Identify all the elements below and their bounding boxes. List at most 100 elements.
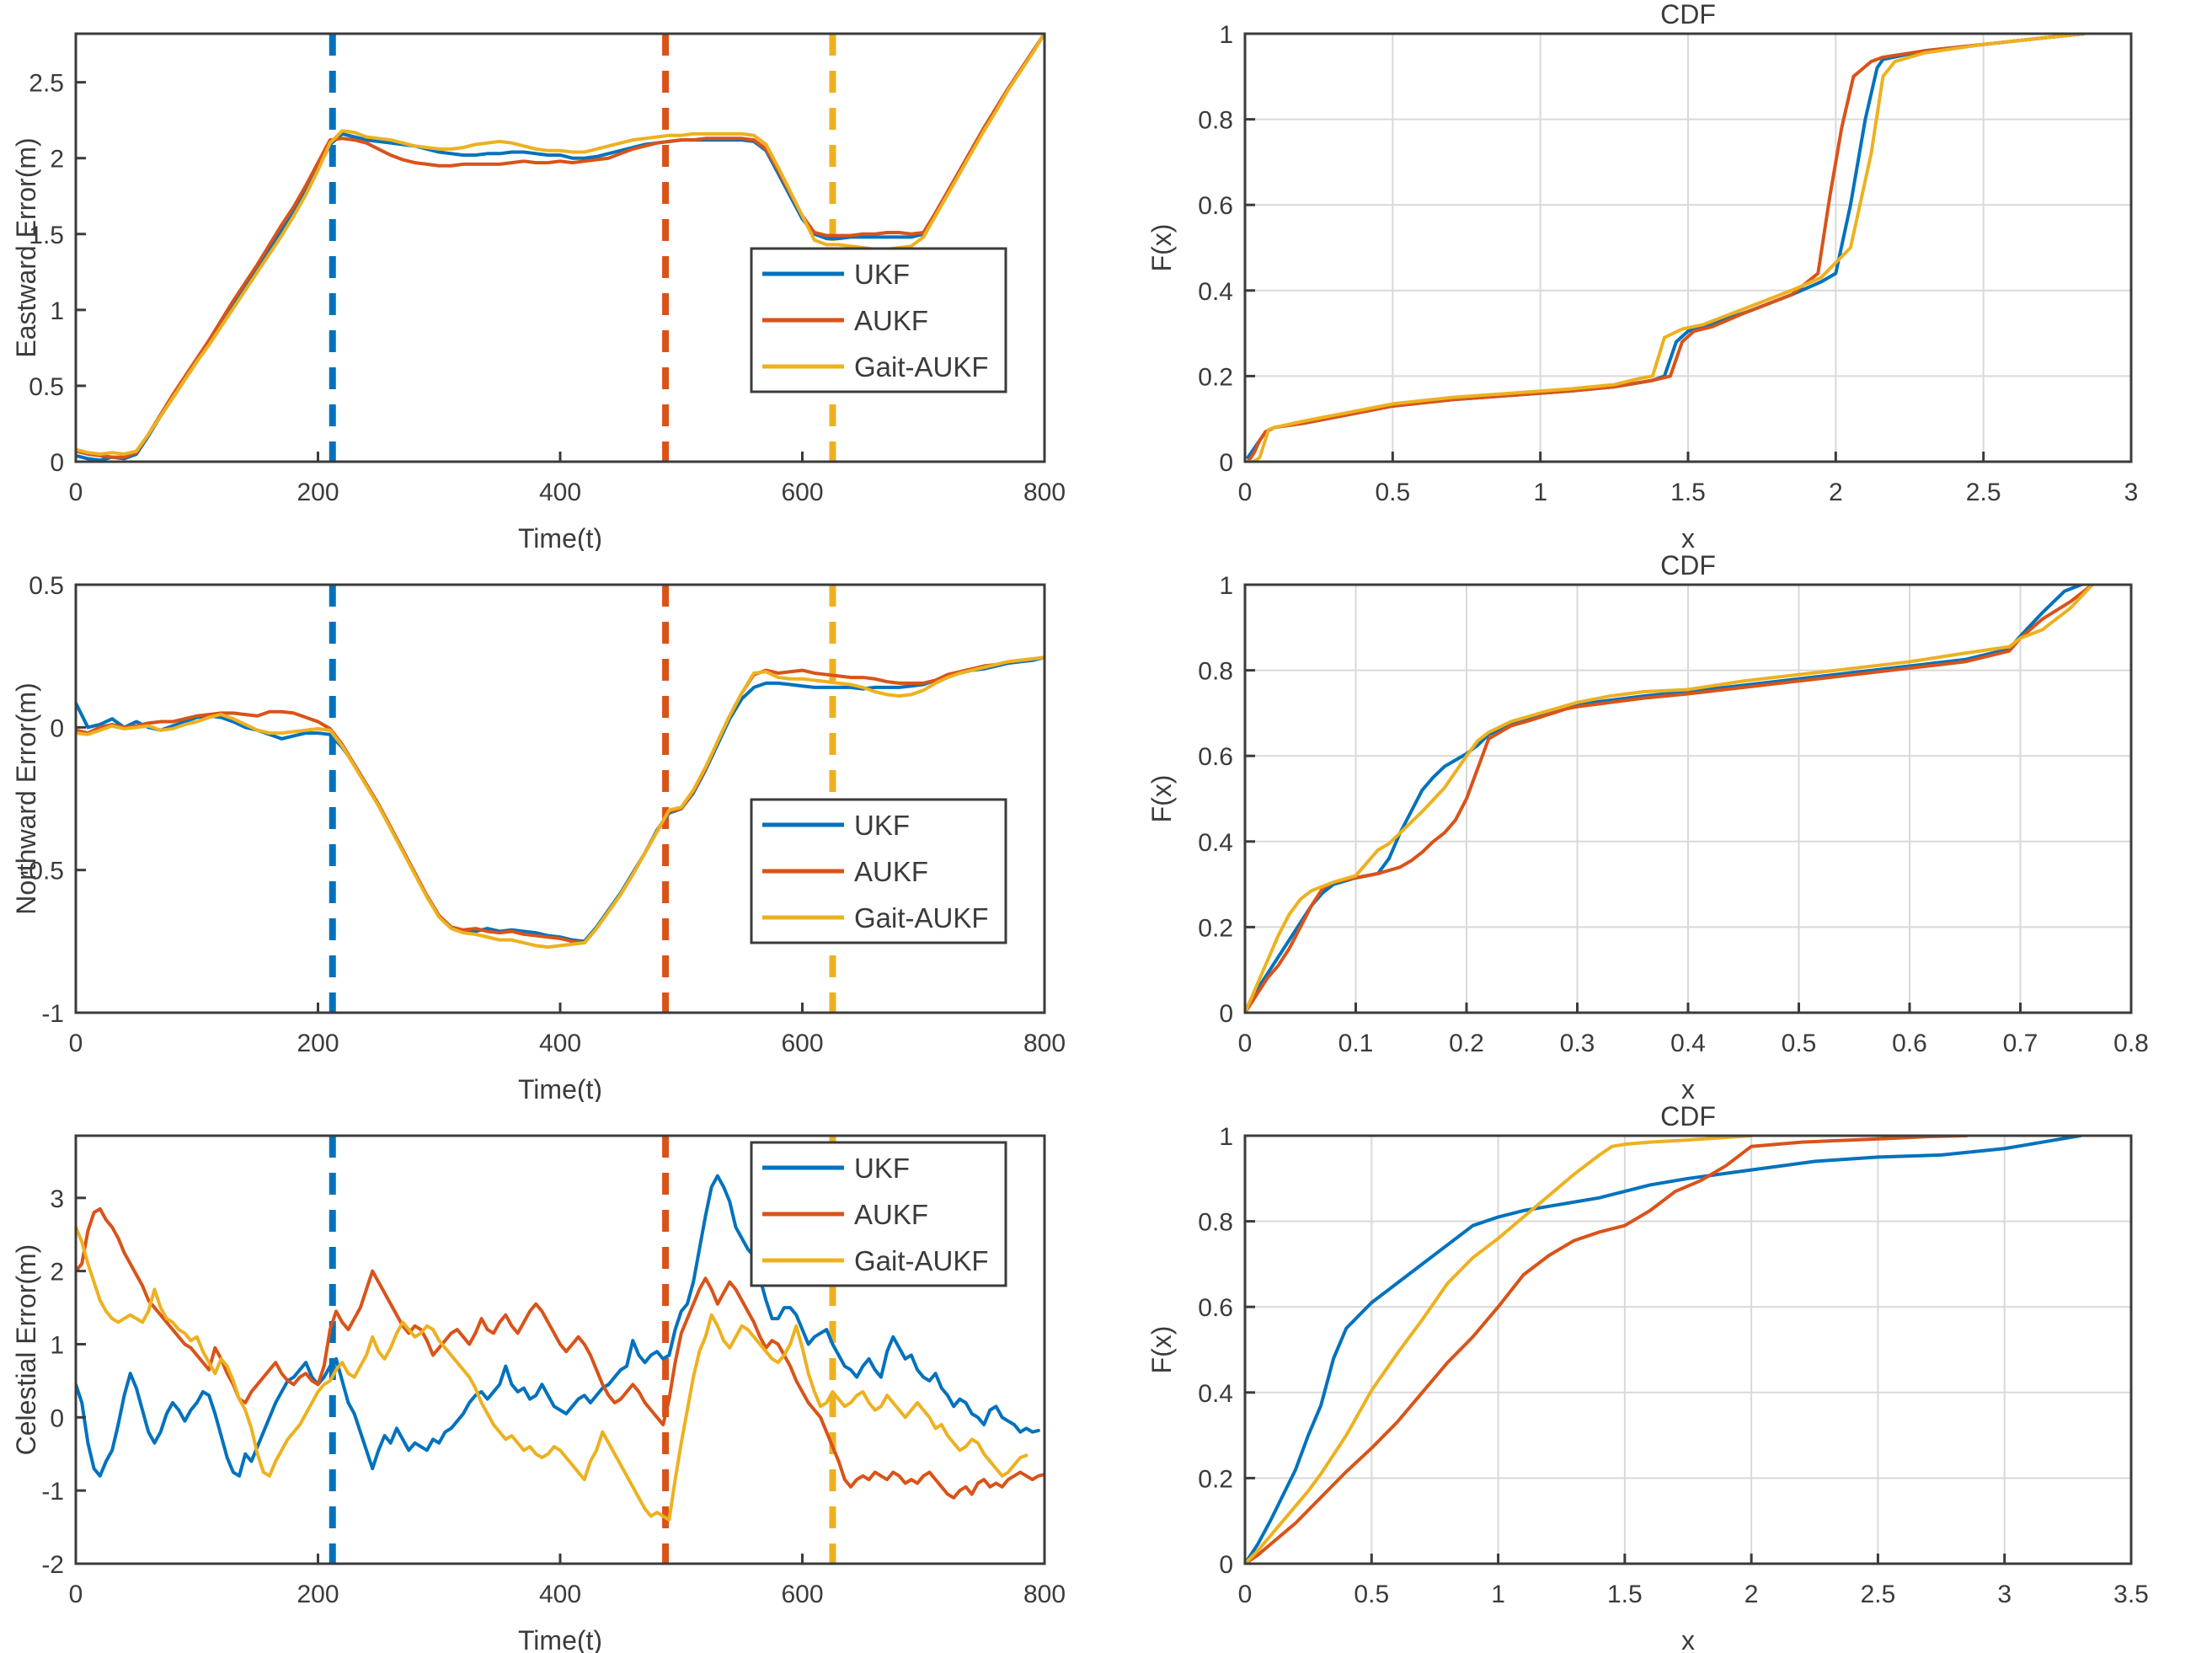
plot-eastward-error-cdf: 0 0.5 1 1.5 2 2.5 3 0 0.2 0.4 0.6 0.8 1 x F(x) CDF (1146, 0, 2138, 551)
y-axis-label: F(x) (1146, 1326, 1177, 1374)
x-tick-label: 400 (539, 479, 581, 506)
series-line-gait-aukf (76, 1225, 1029, 1522)
x-tick-label: 600 (781, 1030, 823, 1057)
y-tick-label: 0.2 (1198, 1465, 1233, 1493)
series-group (1245, 585, 2094, 1013)
x-tick-label: 0.7 (2003, 1030, 2038, 1057)
y-tick-label: 0 (50, 714, 64, 742)
y-tick-label: 0.6 (1198, 192, 1233, 220)
series-group (76, 1174, 1045, 1522)
x-axis-label: x (1681, 1625, 1695, 1653)
plot-title: CDF (1660, 1102, 1716, 1131)
y-tick-label: 0 (50, 1404, 64, 1432)
x-tick-label: 0.6 (1892, 1030, 1927, 1057)
y-tick-label: 0.8 (1198, 658, 1233, 686)
plot-title: CDF (1660, 551, 1716, 580)
legend-label-ukf: UKF (854, 1153, 910, 1184)
y-tick-label: 0.4 (1198, 1380, 1233, 1408)
x-tick-label: 2.5 (1861, 1581, 1896, 1608)
y-axis-label: F(x) (1146, 224, 1177, 272)
series-line-aukf (76, 34, 1045, 459)
y-tick-label: 1 (50, 1331, 64, 1359)
y-tick-label: 0 (1219, 449, 1233, 477)
x-axis-label: x (1681, 1074, 1695, 1102)
series-line-ukf (76, 1174, 1040, 1478)
y-axis-label: Celestial Error(m) (11, 1244, 41, 1456)
x-tick-label: 0 (1238, 1581, 1253, 1608)
panel-celestial-error: 0 200 400 600 800 -2 -1 0 1 2 3 Time(t) Celestial Er… (0, 1102, 1120, 1653)
series-line-gait-aukf (1246, 34, 2086, 462)
y-tick-label: 0 (1219, 1551, 1233, 1579)
y-tick-label: -1 (41, 1478, 64, 1506)
x-tick-label: 0 (69, 1581, 83, 1608)
x-tick-label: 600 (781, 479, 823, 506)
x-tick-label: 200 (297, 1030, 339, 1057)
plot-title: CDF (1660, 0, 1716, 29)
x-tick-label: 400 (539, 1581, 581, 1608)
y-tick-label: 0.5 (29, 572, 64, 600)
y-tick-label: 0.8 (1198, 1209, 1233, 1237)
y-tick-label: 3 (50, 1185, 64, 1213)
y-tick-label: -2 (41, 1551, 64, 1579)
series-line-gait-aukf (1245, 585, 2094, 1013)
y-tick-label: 1 (1219, 572, 1233, 600)
x-tick-label: 0 (69, 1030, 83, 1057)
y-axis-label: Eastward Error(m) (11, 137, 41, 357)
panel-northward-error-cdf: 0 0.1 0.2 0.3 0.4 0.5 0.6 0.7 0.8 0 0.2 0.4 0.6 0.8 1 x… (1120, 551, 2212, 1102)
y-tick-label: 0 (50, 449, 64, 477)
x-tick-label: 0.3 (1560, 1030, 1595, 1057)
legend-label-ukf: UKF (854, 810, 910, 841)
x-tick-label: 2 (1744, 1581, 1759, 1608)
y-tick-label: 1 (1219, 21, 1233, 49)
x-tick-label: 1.5 (1670, 479, 1706, 506)
y-tick-label: 2 (50, 146, 64, 174)
axis-frame (1243, 1134, 2133, 1565)
series-group (1246, 34, 2086, 462)
legend[interactable]: UKF AUKF Gait-AUKF (750, 1141, 1007, 1287)
x-axis-label: x (1681, 523, 1695, 551)
y-tick-label: 0.6 (1198, 743, 1233, 771)
y-tick-label: 1.5 (29, 222, 64, 249)
y-tick-label: 0.2 (1198, 914, 1233, 942)
x-tick-label: 600 (781, 1581, 823, 1608)
plot-northward-error-cdf: 0 0.1 0.2 0.3 0.4 0.5 0.6 0.7 0.8 0 0.2 0.4 0.6 0.8 1 x… (1146, 551, 2149, 1102)
series-group (76, 655, 1045, 950)
y-tick-label: 0.5 (29, 373, 64, 401)
x-tick-label: 2 (1829, 479, 1843, 506)
x-tick-label: 3 (1997, 1581, 2012, 1608)
x-tick-label: 0.1 (1338, 1030, 1374, 1057)
y-tick-label: 2 (50, 1259, 64, 1287)
legend-label-ukf: UKF (854, 259, 910, 290)
x-axis-label: Time(t) (518, 1625, 602, 1653)
x-tick-label: 0.5 (1375, 479, 1410, 506)
x-tick-label: 2.5 (1966, 479, 2001, 506)
x-tick-label: 800 (1023, 1030, 1066, 1057)
y-tick-label: 1 (1219, 1123, 1233, 1151)
plot-northward-error: 0 200 400 600 800 -1 -0.5 0 0.5 Time(t) Northward … (11, 572, 1066, 1102)
series-line-aukf (1245, 585, 2094, 1013)
x-tick-label: 0 (1238, 1030, 1253, 1057)
legend-label-aukf: AUKF (854, 1199, 928, 1230)
x-tick-label: 400 (539, 1030, 581, 1057)
series-line-gait-aukf (76, 655, 1045, 950)
x-tick-label: 0.2 (1449, 1030, 1484, 1057)
plot-celestial-error-cdf: 0 0.5 1 1.5 2 2.5 3 3.5 0 0.2 0.4 0.6 0.8 1 x F(x) CDF (1146, 1102, 2149, 1653)
legend[interactable]: UKF AUKF Gait-AUKF (750, 247, 1007, 393)
x-tick-label: 1.5 (1607, 1581, 1643, 1608)
x-tick-label: 0.5 (1782, 1030, 1817, 1057)
y-tick-label: 0.4 (1198, 278, 1233, 306)
y-tick-label: 0.8 (1198, 107, 1233, 135)
y-tick-label: 0.2 (1198, 363, 1233, 391)
x-tick-label: 0 (1238, 479, 1253, 506)
legend-label-gait-aukf: Gait-AUKF (854, 902, 989, 933)
legend[interactable]: UKF AUKF Gait-AUKF (750, 798, 1007, 944)
plot-background (1245, 1136, 2131, 1564)
x-tick-label: 1 (1491, 1581, 1505, 1608)
x-tick-label: 3.5 (2113, 1581, 2149, 1608)
y-tick-label: 0.6 (1198, 1294, 1233, 1322)
legend-label-gait-aukf: Gait-AUKF (854, 1245, 989, 1276)
x-tick-label: 0.8 (2113, 1030, 2149, 1057)
legend-label-aukf: AUKF (854, 305, 928, 336)
panel-northward-error: 0 200 400 600 800 -1 -0.5 0 0.5 Time(t) Northward … (0, 551, 1120, 1102)
